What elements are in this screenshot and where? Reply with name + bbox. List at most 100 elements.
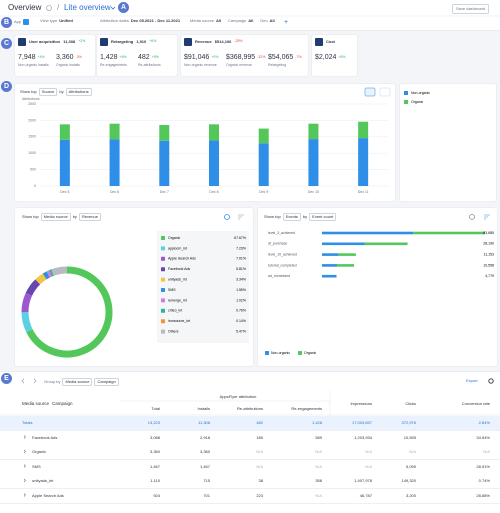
donut-toggle[interactable] — [224, 214, 230, 220]
dropdown-caret[interactable] — [110, 6, 116, 10]
table-row[interactable] — [0, 488, 500, 504]
donut-segment — [26, 266, 113, 358]
donut-segment — [51, 266, 68, 276]
row-label: Apple Search Ads — [32, 492, 64, 498]
group-chip[interactable]: Media source — [62, 378, 93, 386]
legend-label: Apple Search Ads — [168, 257, 196, 261]
column-header: Re-attributions — [236, 406, 263, 411]
nav-arrows[interactable] — [21, 378, 37, 384]
table-cell: 2,918 — [199, 434, 210, 440]
dashboard-select[interactable]: Lite overview — [64, 3, 111, 12]
table-cell: 46,787 — [359, 492, 372, 498]
filter[interactable]: App — [14, 19, 30, 25]
table-cell: N/A — [483, 449, 490, 454]
legend-label: Organic — [304, 351, 317, 355]
table-cell: 482 — [256, 420, 263, 425]
kpi-header: Cost — [326, 40, 335, 44]
filter[interactable]: + — [284, 19, 288, 26]
control-chip[interactable]: Event count — [309, 213, 337, 221]
sort-toggle[interactable] — [484, 214, 490, 220]
control-chip[interactable]: Revenue — [78, 213, 101, 221]
column-header: Conversion rate — [461, 401, 490, 406]
help-icon[interactable] — [46, 5, 52, 11]
legend-label: Organic — [411, 100, 424, 104]
kpi-change: +6% — [119, 54, 127, 59]
kpi-change: -3% — [75, 54, 82, 59]
export-button[interactable]: Export — [466, 378, 478, 383]
event-total: 10,558 — [483, 263, 494, 267]
table-cell: 3,200 — [405, 492, 416, 498]
row-label: Totals — [22, 420, 33, 425]
row-label: Facebook Ads — [32, 434, 58, 440]
kpi-title: Cost — [326, 39, 335, 44]
event-label: level_10_achieved — [268, 253, 297, 257]
sort-toggle[interactable] — [238, 214, 244, 220]
event-label: ad_monetized — [268, 274, 290, 278]
legend-label: Organic — [168, 236, 181, 240]
donut-segment — [35, 273, 47, 285]
kpi-label: Re-attributions — [138, 63, 161, 67]
bar-segment — [159, 140, 170, 186]
section-badge: B — [1, 17, 12, 28]
kpi-icon — [18, 38, 26, 46]
kpi-metric: $54,065 -7% — [268, 54, 302, 61]
control-chip[interactable]: Source — [38, 88, 58, 96]
donut-toggle[interactable] — [469, 214, 475, 220]
kpi-icon — [315, 38, 323, 46]
save-button[interactable]: Save dashboard — [452, 4, 490, 14]
filter[interactable]: Attribution dates Dec 05.2021 - Dec 11.20… — [100, 19, 180, 23]
legend-label: Facebook Ads — [168, 267, 190, 271]
legend-value: 7.23% — [236, 246, 246, 250]
donut-segment — [49, 269, 54, 277]
section-badge: C — [1, 38, 12, 49]
control-chip[interactable]: Media source — [40, 213, 71, 221]
line-toggle[interactable] — [379, 87, 391, 97]
filter-value: Dec 05.2021 - Dec 11.2021 — [130, 18, 181, 23]
event-label: tutorial_completed — [268, 263, 297, 267]
filter-label: Campaign — [228, 18, 247, 23]
bar-segment — [59, 124, 70, 140]
filter-label: Attribution dates — [100, 18, 129, 23]
filter[interactable]: Media source All — [190, 19, 221, 23]
table-cell: N/A — [315, 463, 322, 469]
filter[interactable]: View type Unified — [40, 19, 73, 23]
legend-value: 0.14% — [236, 319, 246, 323]
bar-segment — [59, 139, 70, 186]
kpi-change: +8% — [338, 54, 346, 59]
table-cell: N/A — [365, 463, 372, 469]
kpi-label: Re-engagements — [100, 63, 127, 67]
kpi-change: +5% — [151, 54, 159, 59]
table-cell: 38 — [258, 478, 263, 483]
table-cell: 180 — [256, 434, 263, 440]
kpi-change: -7% — [295, 54, 302, 59]
legend-label: Non-organic — [271, 351, 290, 355]
event-total: 11,153 — [484, 253, 494, 257]
settings-icon[interactable] — [488, 378, 494, 384]
legend-checkbox — [298, 351, 302, 355]
kpi-value: 3,360 — [56, 54, 74, 61]
table-cell: N/A — [409, 449, 416, 454]
bar-toggle[interactable] — [364, 87, 376, 97]
bar-segment — [337, 264, 355, 267]
table-cell: 149,320 — [401, 478, 416, 483]
control-chip[interactable]: Events — [282, 213, 301, 221]
filter[interactable]: Campaign All — [228, 19, 253, 23]
chart-panel — [15, 84, 395, 201]
kpi-icon — [100, 38, 108, 46]
section-badge: D — [1, 81, 12, 92]
y-tick-label: 0 — [34, 184, 36, 188]
legend-label: criteo_int — [168, 309, 182, 313]
kpi-card — [15, 35, 95, 76]
group-chip[interactable]: Campaign — [94, 378, 119, 386]
filter[interactable]: Geo All — [260, 19, 275, 23]
kpi-change: +0% — [211, 54, 219, 59]
legend-value: 5.47% — [236, 330, 246, 334]
expand-caret — [23, 449, 26, 454]
legend-label: remerge_int — [168, 298, 187, 302]
kpi-total: $514,106 — [214, 39, 232, 44]
control-chip[interactable]: Attributions — [65, 88, 92, 96]
table-cell: 28.88% — [476, 492, 490, 498]
kpi-change: +6% — [149, 39, 157, 44]
y-tick-label: 2000 — [28, 118, 36, 122]
table-cell: 1,467 — [149, 463, 160, 469]
